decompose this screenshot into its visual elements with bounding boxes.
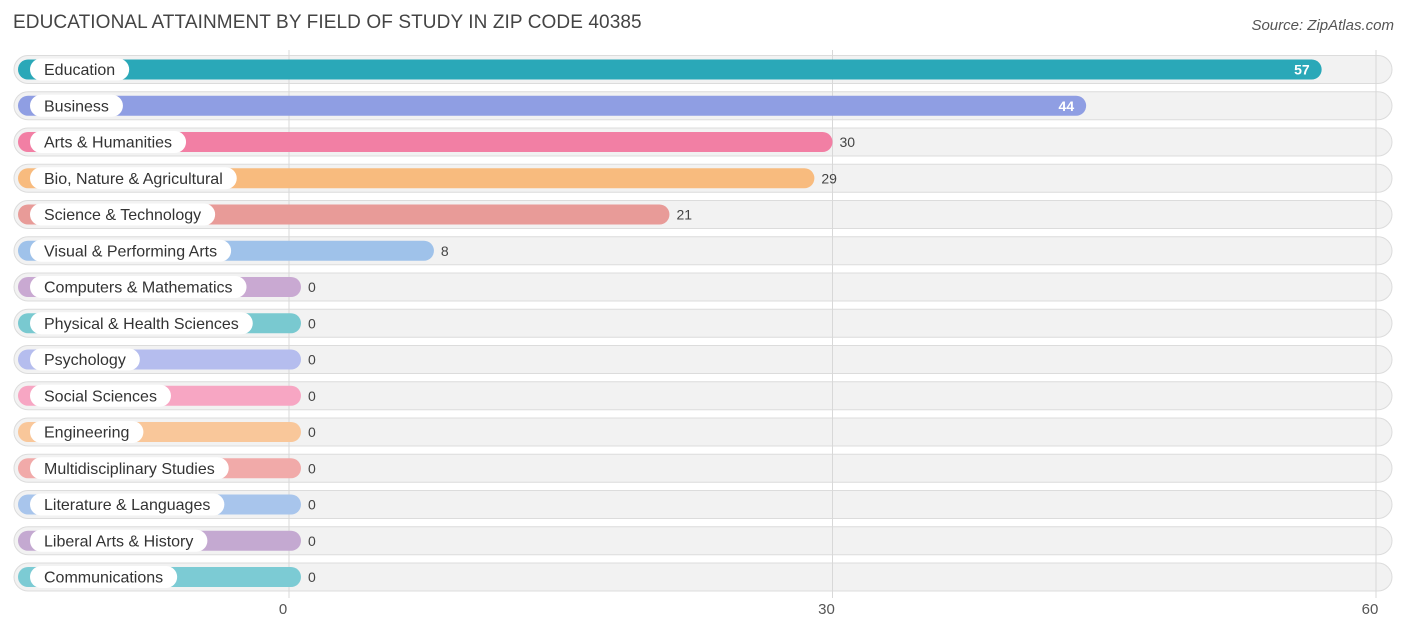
value-label-computers-and-mathematics: 0 bbox=[308, 279, 316, 295]
category-label-background-education bbox=[30, 58, 130, 81]
category-label-visual-and-performing-arts: Visual & Performing Arts bbox=[44, 243, 217, 260]
category-label-engineering: Engineering bbox=[44, 425, 129, 442]
value-label-visual-and-performing-arts: 8 bbox=[441, 243, 449, 259]
value-label-communications: 0 bbox=[308, 569, 316, 585]
value-label-multidisciplinary-studies: 0 bbox=[308, 460, 316, 476]
x-tick-label-60: 60 bbox=[1362, 601, 1379, 618]
row-background-social-sciences bbox=[13, 381, 1393, 411]
bar-group-engineering: Engineering 0 bbox=[18, 421, 316, 443]
category-label-multidisciplinary-studies: Multidisciplinary Studies bbox=[44, 461, 215, 478]
category-label-psychology: Psychology bbox=[44, 352, 126, 369]
value-label-social-sciences: 0 bbox=[308, 388, 316, 404]
row-background-multidisciplinary-studies bbox=[13, 453, 1393, 483]
value-label-business: 44 bbox=[1059, 98, 1075, 114]
category-label-background-communications bbox=[30, 566, 178, 588]
bar-group-liberal-arts-and-history: Liberal Arts & History 0 bbox=[18, 529, 316, 552]
bar-group-science-and-technology: Science & Technology 21 bbox=[18, 203, 692, 226]
category-label-background-psychology bbox=[30, 348, 140, 371]
row-background-computers-and-mathematics bbox=[13, 272, 1393, 302]
bar-business bbox=[18, 95, 1087, 116]
category-label-social-sciences: Social Sciences bbox=[44, 388, 157, 405]
value-label-education: 57 bbox=[1294, 62, 1310, 78]
value-label-liberal-arts-and-history: 0 bbox=[308, 533, 316, 549]
category-label-background-physical-and-health-sciences bbox=[30, 312, 253, 335]
row-background-liberal-arts-and-history bbox=[13, 526, 1393, 556]
chart-title: EDUCATIONAL ATTAINMENT BY FIELD OF STUDY… bbox=[13, 12, 642, 33]
category-label-science-and-technology: Science & Technology bbox=[44, 207, 201, 224]
value-label-engineering: 0 bbox=[308, 424, 316, 440]
category-label-background-multidisciplinary-studies bbox=[30, 457, 229, 480]
value-label-physical-and-health-sciences: 0 bbox=[308, 315, 316, 331]
bar-group-psychology: Psychology 0 bbox=[18, 348, 316, 371]
row-background-psychology bbox=[13, 345, 1393, 374]
category-label-liberal-arts-and-history: Liberal Arts & History bbox=[44, 533, 193, 550]
bar-group-education: Education 57 bbox=[18, 58, 1322, 81]
bar-group-multidisciplinary-studies: Multidisciplinary Studies 0 bbox=[18, 457, 316, 480]
bar-group-communications: Communications 0 bbox=[18, 566, 316, 588]
chart-source: Source: ZipAtlas.com bbox=[1251, 17, 1394, 34]
bar-group-social-sciences: Social Sciences 0 bbox=[18, 384, 316, 407]
value-label-psychology: 0 bbox=[308, 352, 316, 368]
bar-group-physical-and-health-sciences: Physical & Health Sciences 0 bbox=[18, 312, 316, 335]
category-label-background-liberal-arts-and-history bbox=[30, 529, 208, 552]
row-background-communications bbox=[13, 562, 1393, 592]
bar-group-literature-and-languages: Literature & Languages 0 bbox=[18, 493, 316, 516]
value-label-bio-nature-and-agricultural: 29 bbox=[821, 170, 837, 186]
category-label-background-science-and-technology bbox=[30, 203, 216, 226]
bar-group-visual-and-performing-arts: Visual & Performing Arts 8 bbox=[18, 239, 449, 262]
category-label-background-visual-and-performing-arts bbox=[30, 239, 232, 262]
category-label-background-literature-and-languages bbox=[30, 493, 225, 516]
row-background-physical-and-health-sciences bbox=[13, 308, 1393, 338]
category-label-background-engineering bbox=[30, 421, 144, 443]
category-label-bio-nature-and-agricultural: Bio, Nature & Agricultural bbox=[44, 171, 223, 188]
value-label-arts-and-humanities: 30 bbox=[840, 134, 856, 150]
category-label-background-social-sciences bbox=[30, 384, 171, 407]
category-label-physical-and-health-sciences: Physical & Health Sciences bbox=[44, 316, 239, 333]
row-background-engineering bbox=[13, 417, 1393, 447]
x-tick-label-0: 0 bbox=[279, 601, 287, 618]
bar-education bbox=[18, 59, 1322, 80]
category-label-background-arts-and-humanities bbox=[30, 131, 187, 153]
bar-group-arts-and-humanities: Arts & Humanities 30 bbox=[18, 131, 855, 153]
category-label-background-bio-nature-and-agricultural bbox=[30, 167, 237, 190]
row-background-literature-and-languages bbox=[13, 490, 1393, 519]
category-label-literature-and-languages: Literature & Languages bbox=[44, 497, 210, 514]
bar-group-computers-and-mathematics: Computers & Mathematics 0 bbox=[18, 276, 316, 298]
x-tick-label-30: 30 bbox=[818, 601, 835, 618]
bar-arts-and-humanities bbox=[18, 132, 833, 152]
value-label-science-and-technology: 21 bbox=[676, 207, 692, 223]
value-label-literature-and-languages: 0 bbox=[308, 497, 316, 513]
category-label-background-business bbox=[30, 94, 123, 117]
category-label-computers-and-mathematics: Computers & Mathematics bbox=[44, 280, 233, 297]
category-label-arts-and-humanities: Arts & Humanities bbox=[44, 135, 172, 152]
category-label-education: Education bbox=[44, 62, 115, 79]
category-label-communications: Communications bbox=[44, 570, 163, 587]
category-label-business: Business bbox=[44, 98, 109, 115]
bar-group-business: Business 44 bbox=[18, 94, 1087, 117]
bar-group-bio-nature-and-agricultural: Bio, Nature & Agricultural 29 bbox=[18, 167, 837, 190]
category-label-background-computers-and-mathematics bbox=[30, 276, 247, 298]
